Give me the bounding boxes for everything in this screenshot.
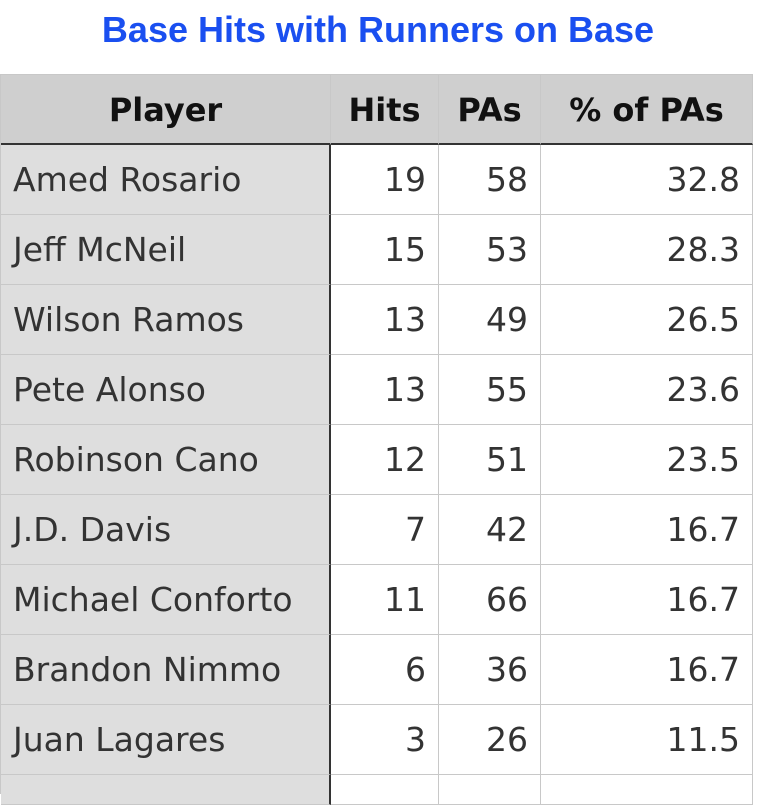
player-name: Amed Rosario [1, 145, 331, 215]
stat-cell: 28.3 [541, 215, 753, 285]
player-name: Wilson Ramos [1, 285, 331, 355]
player-name: Pete Alonso [1, 355, 331, 425]
stat-cell: 26.5 [541, 285, 753, 355]
stat-cell: 7 [331, 495, 439, 565]
stat-cell: 11.5 [541, 705, 753, 775]
column-header: Hits [331, 75, 439, 145]
table: Player Hits PAs% of PAs Amed Rosario 19 58 32.… [0, 74, 753, 805]
stat-cell: 49 [439, 285, 541, 355]
player-name: J.D. Davis [1, 495, 331, 565]
stat-cell: 23.5 [541, 425, 753, 495]
stat-cell: 23.6 [541, 355, 753, 425]
stat-cell: 13 [331, 285, 439, 355]
page: Base Hits with Runners on Base Player Hit… [0, 9, 753, 805]
column-header: Player [1, 75, 331, 145]
stat-cell: 51 [439, 425, 541, 495]
stat-cell: 26 [439, 705, 541, 775]
column-header: PAs [439, 75, 541, 145]
player-name: Jeff McNeil [1, 215, 331, 285]
stat-cell: 16.7 [541, 565, 753, 635]
stat-cell: 32.8 [541, 145, 753, 215]
column-header: % of PAs [541, 75, 753, 145]
empty-row-cell [331, 775, 439, 805]
player-name: Michael Conforto [1, 565, 331, 635]
stat-cell: 6 [331, 635, 439, 705]
stat-cell: 36 [439, 635, 541, 705]
table-title: Base Hits with Runners on Base [101, 9, 655, 50]
player-name: Brandon Nimmo [1, 635, 331, 705]
stat-cell: 11 [331, 565, 439, 635]
empty-row-cell [541, 775, 753, 805]
stat-cell: 42 [439, 495, 541, 565]
empty-row-cell [1, 775, 331, 805]
stat-cell: 12 [331, 425, 439, 495]
stat-cell: 15 [331, 215, 439, 285]
stat-cell: 53 [439, 215, 541, 285]
stat-cell: 3 [331, 705, 439, 775]
empty-row-cell [439, 775, 541, 805]
stat-cell: 16.7 [541, 495, 753, 565]
stat-cell: 55 [439, 355, 541, 425]
player-name: Robinson Cano [1, 425, 331, 495]
stat-cell: 13 [331, 355, 439, 425]
stat-cell: 58 [439, 145, 541, 215]
player-name: Juan Lagares [1, 705, 331, 775]
stat-cell: 19 [331, 145, 439, 215]
stat-cell: 16.7 [541, 635, 753, 705]
stat-cell: 66 [439, 565, 541, 635]
